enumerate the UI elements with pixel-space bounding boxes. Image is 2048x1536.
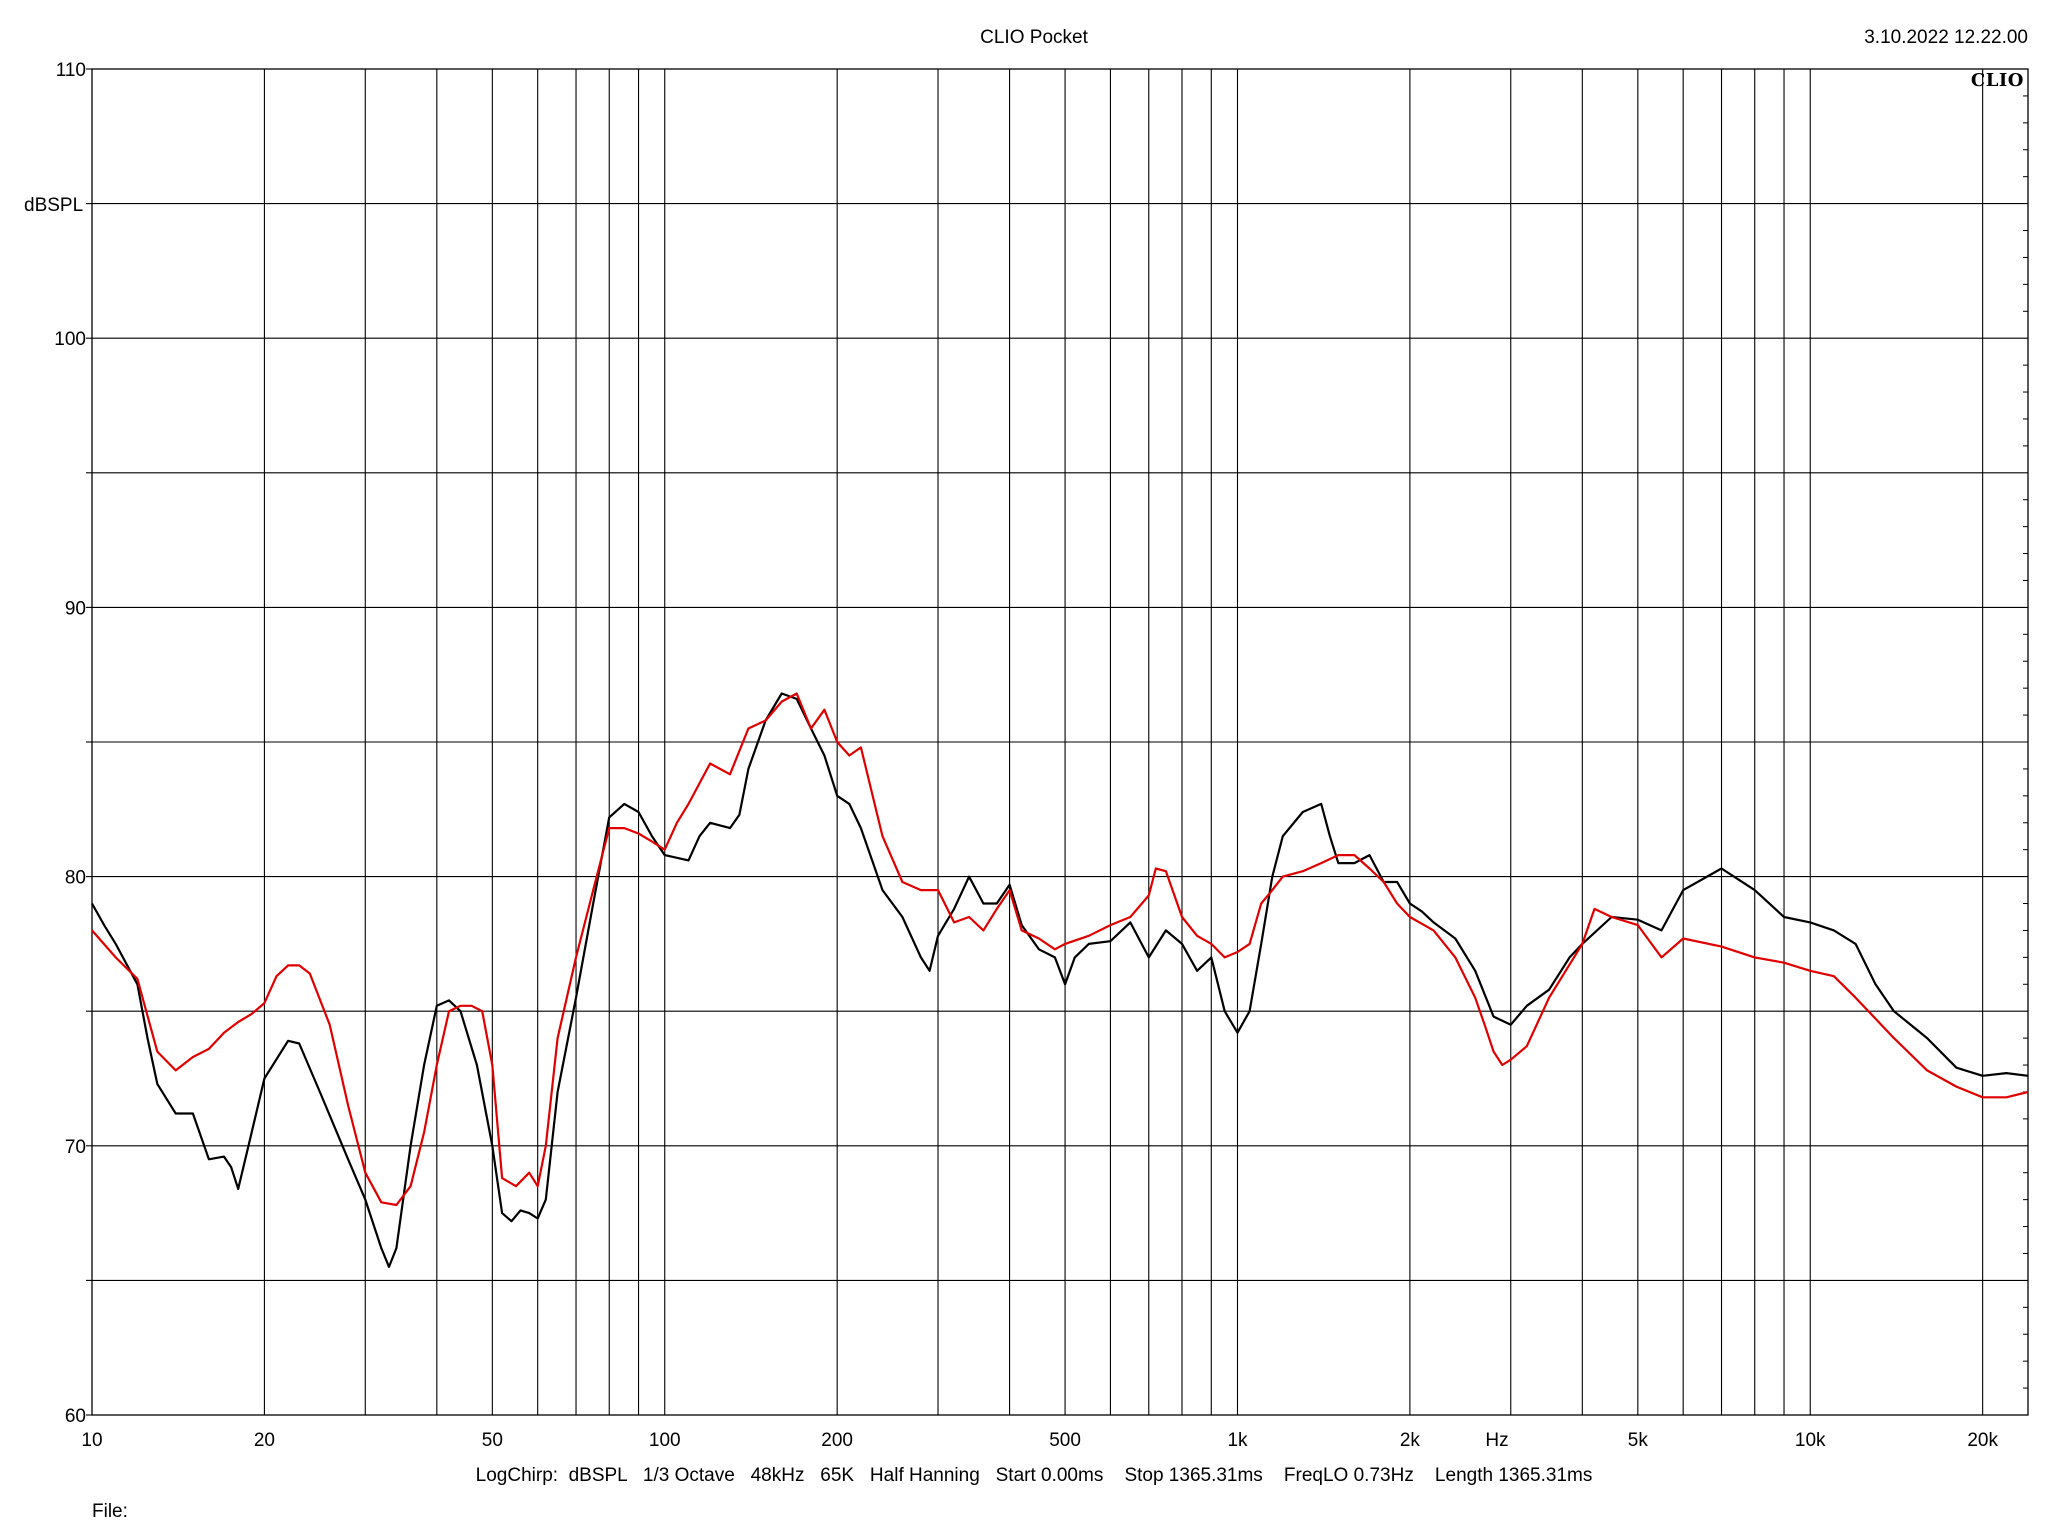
file-label: File: bbox=[92, 1501, 128, 1522]
y-tick-label: 60 bbox=[65, 1406, 86, 1427]
x-tick-label: 10k bbox=[1795, 1430, 1826, 1451]
clio-logo: CLIO bbox=[1971, 70, 2024, 91]
y-tick-label: 90 bbox=[65, 598, 86, 619]
series-group bbox=[91, 692, 2029, 1268]
timestamp: 3.10.2022 12.22.00 bbox=[1864, 27, 2028, 48]
x-axis-ticks: 10 20 50 100 200 500 1k 2k 5k 10k 20k bbox=[81, 1430, 1998, 1451]
y-tick-label: 110 bbox=[56, 60, 86, 81]
y-axis-ticks: 60 70 80 90 100 110 bbox=[54, 60, 2028, 1427]
x-tick-label: 100 bbox=[649, 1430, 681, 1451]
y-tick-label: 100 bbox=[54, 329, 86, 350]
measurement-settings: LogChirp: dBSPL 1/3 Octave 48kHz 65K Hal… bbox=[476, 1465, 1593, 1486]
series-line-2 bbox=[91, 692, 2029, 1207]
series-line-1 bbox=[91, 692, 2029, 1268]
x-tick-label: 1k bbox=[1227, 1430, 1248, 1451]
x-axis-unit-label: Hz bbox=[1485, 1430, 1508, 1451]
chart-title: CLIO Pocket bbox=[980, 27, 1088, 48]
x-tick-label: 20k bbox=[1967, 1430, 1998, 1451]
x-tick-label: 200 bbox=[821, 1430, 853, 1451]
y-axis-unit-label: dBSPL bbox=[24, 195, 83, 216]
x-tick-label: 20 bbox=[254, 1430, 275, 1451]
y-tick-label: 80 bbox=[65, 868, 86, 889]
x-tick-label: 5k bbox=[1628, 1430, 1649, 1451]
plot-grid bbox=[92, 69, 2028, 1415]
x-tick-label: 500 bbox=[1049, 1430, 1081, 1451]
x-tick-label: 10 bbox=[81, 1430, 102, 1451]
x-tick-label: 50 bbox=[482, 1430, 503, 1451]
y-tick-label: 70 bbox=[65, 1137, 86, 1158]
x-tick-label: 2k bbox=[1400, 1430, 1421, 1451]
